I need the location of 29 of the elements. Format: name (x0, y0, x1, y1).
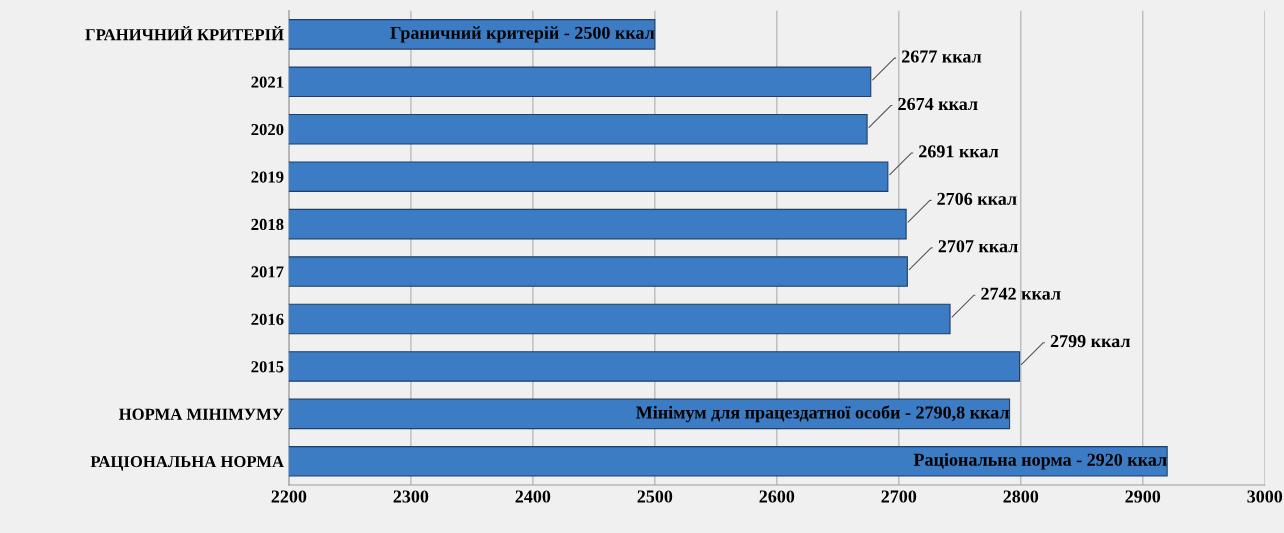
data-label: 2706 ккал (937, 192, 1017, 205)
x-tick-label: 2800 (1003, 490, 1039, 503)
x-tick-label: 3000 (1247, 490, 1283, 503)
x-tick-label: 2500 (637, 490, 673, 503)
annotation: Мінімум для працездатної особи - 2790,8 ккал (636, 405, 1010, 423)
data-label: 2674 ккал (898, 97, 978, 111)
x-tick-label: 2200 (271, 490, 307, 503)
y-tick-label: РАЦІОНАЛЬНА НОРМА (90, 456, 284, 471)
annotation: Граничний критерій - 2500 ккал (390, 26, 655, 43)
x-tick-label: 2900 (1125, 490, 1161, 503)
y-tick-label: 2019 (251, 171, 284, 183)
x-tick-label: 2600 (759, 490, 795, 503)
y-tick-label: 2020 (251, 123, 284, 136)
data-label: 2799 ккал (1050, 335, 1131, 348)
y-tick-label: 2016 (251, 313, 284, 325)
y-tick-label: ГРАНИЧНИЙ КРИТЕРІЙ (85, 26, 284, 41)
data-label: 2707 ккал (938, 240, 1018, 253)
data-label: 2691 ккал (919, 145, 999, 158)
data-label: 2677 ккал (902, 50, 982, 63)
x-tick-label: 2400 (515, 490, 551, 503)
y-tick-label: НОРМА МІНІМУМУ (119, 408, 284, 420)
y-tick-label: 2017 (251, 266, 284, 278)
x-tick-label: 2700 (881, 490, 917, 503)
y-tick-label: 2021 (251, 76, 284, 88)
y-tick-label: 2015 (251, 361, 284, 373)
data-label: 2742 ккал (981, 287, 1061, 300)
x-tick-label: 2300 (393, 490, 429, 503)
annotation: Раціональна норма - 2920 ккал (913, 453, 1167, 470)
y-tick-label: 2018 (251, 218, 284, 231)
